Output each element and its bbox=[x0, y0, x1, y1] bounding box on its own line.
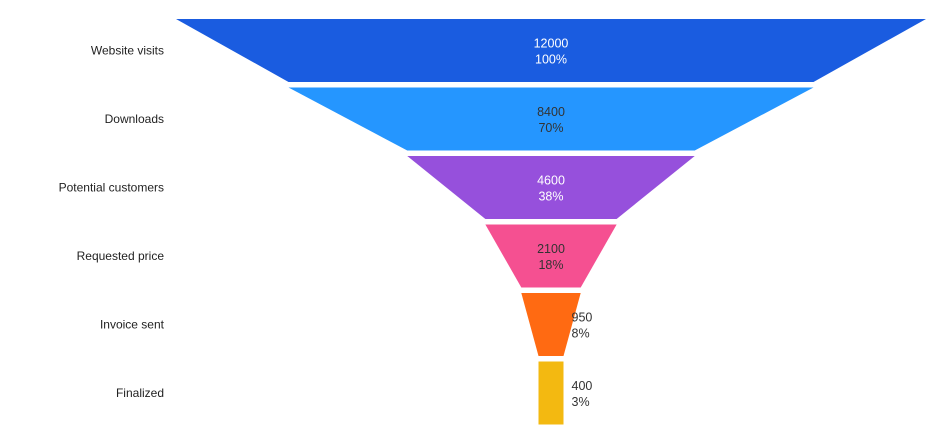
stage-label-4: Requested price bbox=[77, 249, 165, 263]
stage-label-2: Downloads bbox=[105, 112, 164, 126]
funnel-stage-2 bbox=[288, 87, 814, 151]
stage-value-1: 12000 bbox=[534, 37, 569, 51]
stage-label-3: Potential customers bbox=[59, 181, 164, 195]
funnel-stage-6 bbox=[538, 361, 564, 425]
stage-percent-3: 38% bbox=[538, 190, 563, 204]
stage-value-2: 8400 bbox=[537, 105, 565, 119]
stage-percent-6: 3% bbox=[572, 395, 590, 409]
stage-percent-4: 18% bbox=[538, 258, 563, 272]
funnel-stage-3 bbox=[407, 156, 695, 219]
stage-value-6: 400 bbox=[572, 379, 593, 393]
stage-value-3: 4600 bbox=[537, 174, 565, 188]
stage-label-5: Invoice sent bbox=[100, 318, 165, 332]
stage-percent-5: 8% bbox=[572, 327, 590, 341]
stage-percent-1: 100% bbox=[535, 53, 567, 67]
stage-percent-2: 70% bbox=[538, 121, 563, 135]
funnel-stage-4 bbox=[485, 224, 617, 288]
stage-label-1: Website visits bbox=[91, 44, 164, 58]
stage-value-4: 2100 bbox=[537, 242, 565, 256]
funnel-stage-1 bbox=[176, 19, 926, 82]
stage-label-6: Finalized bbox=[116, 386, 164, 400]
stage-value-5: 950 bbox=[572, 311, 593, 325]
funnel-stage-5 bbox=[521, 293, 581, 356]
